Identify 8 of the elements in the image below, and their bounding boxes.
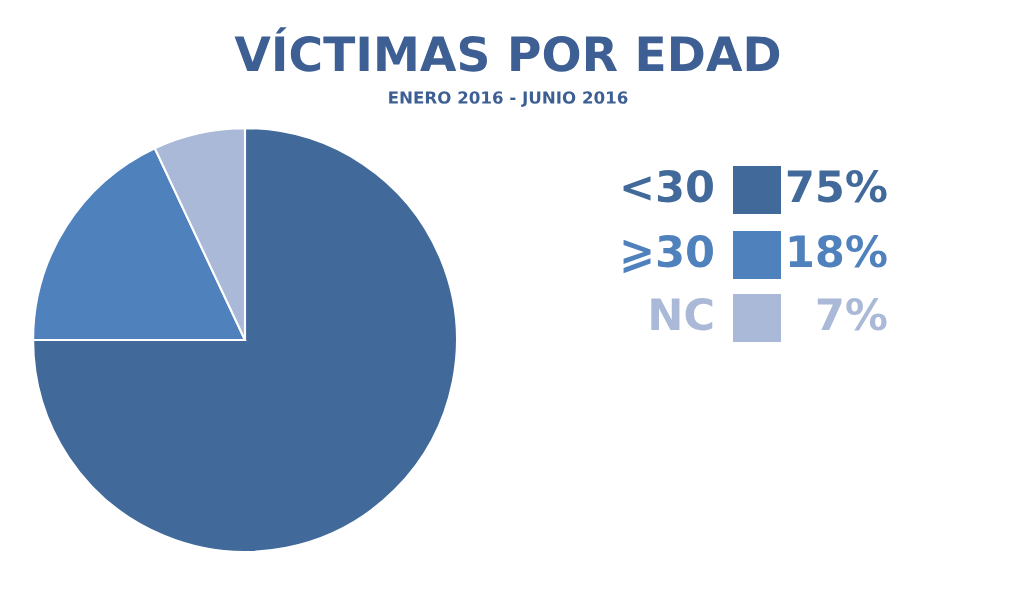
data-label: 7% bbox=[817, 297, 887, 331]
legend-label: <30 bbox=[623, 169, 713, 203]
data-label: 18% bbox=[789, 234, 887, 268]
chart-subtitle: ENERO 2016 - JUNIO 2016 bbox=[389, 91, 628, 107]
chart-title: VÍCTIMAS POR EDAD bbox=[234, 27, 780, 72]
legend-label: ⩾30 bbox=[623, 234, 713, 274]
legend-label: NC bbox=[651, 297, 713, 331]
data-label: 75% bbox=[787, 169, 887, 203]
